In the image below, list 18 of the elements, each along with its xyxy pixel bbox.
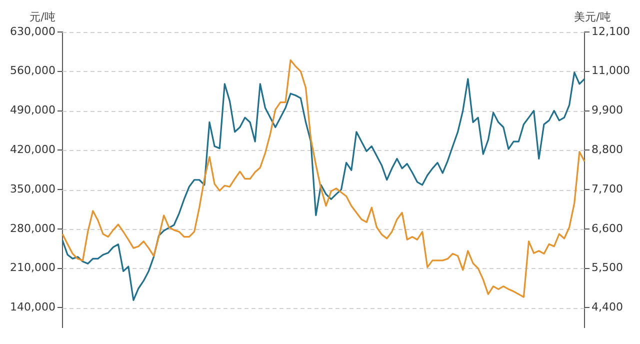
- y-tick-label: 280,000: [10, 222, 56, 235]
- y2-tick-label: 6,600: [592, 222, 624, 235]
- y-tick-label: 490,000: [10, 104, 56, 117]
- y-tick-label: 210,000: [10, 261, 56, 274]
- y-tick-label: 560,000: [10, 64, 56, 78]
- y2-tick-label: 9,900: [592, 104, 624, 117]
- y-axis-title: 元/吨: [30, 10, 56, 24]
- y2-tick-label: 8,800: [592, 143, 624, 156]
- y-tick-label: 350,000: [10, 182, 56, 196]
- y2-tick-label: 12,100: [592, 24, 630, 38]
- y2-tick-label: 5,500: [592, 261, 624, 274]
- y-tick-label: 420,000: [10, 143, 56, 156]
- y2-tick-label: 7,700: [592, 182, 624, 196]
- y2-axis-title: 美元/吨: [574, 10, 611, 24]
- y-tick-label: 630,000: [10, 24, 56, 38]
- y2-tick-label: 11,000: [592, 64, 630, 78]
- y2-tick-label: 4,400: [592, 300, 624, 314]
- y-tick-label: 140,000: [10, 300, 56, 314]
